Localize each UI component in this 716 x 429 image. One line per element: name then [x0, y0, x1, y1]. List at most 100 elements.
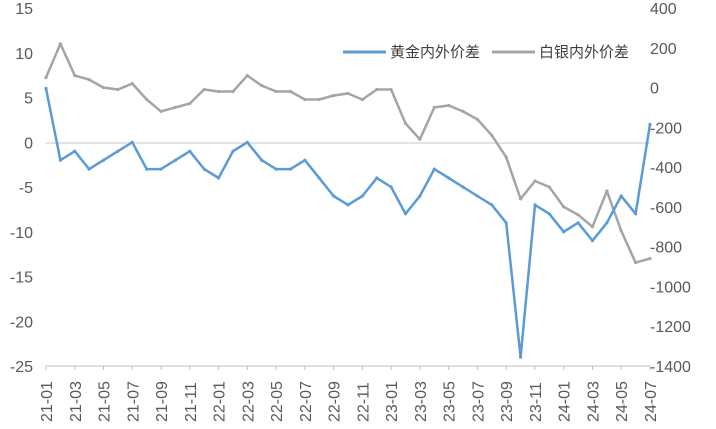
silver-data-point [173, 105, 177, 109]
silver-data-point [317, 97, 321, 102]
x-axis-tick-label: 23-05 [442, 381, 459, 422]
gold-data-point [461, 185, 465, 189]
x-axis-tick-label: 21-11 [183, 382, 200, 422]
silver-data-point [634, 261, 638, 265]
right-axis-tick-label: -800 [650, 240, 682, 257]
gold-data-point [375, 176, 379, 180]
x-axis-tick-label: 24-03 [585, 381, 602, 422]
gold-data-point [231, 149, 235, 153]
silver-data-point [547, 185, 551, 189]
silver-data-point [605, 189, 609, 193]
right-axis-tick-label: 400 [650, 1, 677, 18]
silver-data-point [562, 205, 566, 209]
silver-data-point [87, 78, 91, 82]
x-axis-tick-label: 22-07 [298, 381, 315, 422]
gold-data-point [648, 122, 652, 126]
x-axis-tick-label: 22-09 [327, 381, 344, 422]
left-axis-tick-label: -25 [10, 359, 33, 376]
silver-data-point [447, 103, 451, 108]
x-axis-tick-label: 23-11 [528, 382, 545, 422]
silver-data-point [619, 229, 623, 233]
x-axis-tick-label: 23-03 [413, 381, 430, 422]
gold-data-point [260, 158, 264, 162]
right-axis-ticks: 400 200 0 -200 -400 -600 -800 -1000 -1200 -1400 [650, 1, 691, 376]
x-axis-ticks: 21-01 21-03 21-05 21-07 21-09 21-11 22-01 22-03… [39, 366, 660, 422]
legend-gold-label: 黄金内外价差 [390, 44, 480, 61]
gold-data-point [188, 149, 192, 153]
gold-data-point [44, 86, 48, 91]
right-axis-tick-label: -400 [650, 160, 682, 177]
gold-series-group [44, 86, 652, 359]
left-axis-tick-label: 10 [15, 46, 33, 63]
gold-data-point [245, 140, 249, 144]
gold-data-point [332, 194, 336, 198]
gold-data-point [504, 221, 508, 225]
gold-data-point [490, 203, 494, 207]
gold-series-line [44, 88, 652, 359]
gold-data-point [274, 167, 278, 171]
x-axis-tick-label: 24-05 [614, 381, 631, 422]
silver-data-point [504, 155, 508, 159]
left-axis-ticks: 15 10 5 0 -5 -10 -15 -20 -25 [10, 1, 33, 376]
silver-series-line [44, 42, 651, 264]
left-axis-tick-label: -5 [19, 180, 33, 197]
right-axis-tick-label: 0 [650, 81, 659, 98]
silver-data-point [648, 257, 652, 261]
x-axis-tick-label: 21-03 [68, 381, 85, 422]
silver-data-point [475, 117, 479, 121]
silver-data-point [432, 105, 436, 109]
right-axis-tick-label: -200 [650, 120, 682, 137]
x-axis-tick-label: 21-05 [97, 381, 114, 422]
silver-data-point [533, 179, 537, 183]
gold-data-point [159, 167, 163, 171]
gold-data-point [87, 167, 91, 171]
gold-data-point [288, 167, 293, 171]
gold-data-point [145, 167, 149, 171]
gold-data-point [590, 239, 595, 243]
gold-data-point [547, 212, 551, 216]
gold-data-point [519, 355, 523, 359]
silver-data-point [101, 86, 106, 90]
gold-data-point [58, 158, 63, 162]
left-axis-tick-label: -20 [10, 314, 33, 331]
silver-data-point [490, 133, 494, 137]
silver-data-point [590, 225, 595, 229]
x-axis-tick-label: 22-01 [212, 381, 229, 422]
x-axis-tick-label: 22-03 [240, 381, 257, 422]
gold-data-point [202, 167, 206, 171]
gold-data-point [418, 194, 422, 198]
silver-data-point [303, 97, 307, 102]
gold-data-point [130, 140, 134, 144]
x-axis-tick-label: 22-05 [269, 381, 286, 422]
right-axis-tick-label: -1000 [650, 279, 691, 296]
x-axis-tick-label: 21-01 [39, 381, 56, 422]
legend-silver-label: 白银内外价差 [539, 44, 629, 61]
silver-data-point [245, 74, 249, 78]
gold-data-point [576, 221, 580, 225]
silver-data-point [332, 93, 336, 98]
gold-data-point [173, 158, 177, 162]
silver-series-group [44, 42, 652, 265]
right-axis-tick-label: -600 [650, 200, 682, 217]
gold-data-point [562, 230, 566, 234]
gold-data-point [317, 176, 321, 180]
silver-data-point [231, 89, 235, 94]
silver-data-point [375, 87, 379, 92]
left-axis-tick-label: 0 [24, 135, 33, 152]
legend: 黄金内外价差 白银内外价差 [343, 44, 629, 61]
x-axis-tick-label: 23-09 [499, 381, 516, 422]
right-axis-tick-label: -1200 [650, 319, 691, 336]
gold-data-point [360, 194, 364, 198]
gold-data-point [605, 221, 609, 225]
right-axis-tick-label: -1400 [650, 359, 691, 376]
x-axis-tick-label: 22-11 [355, 382, 372, 422]
silver-data-point [73, 74, 77, 78]
gold-data-point [432, 167, 436, 171]
x-axis-tick-label: 23-07 [470, 381, 487, 422]
x-axis-tick-label: 23-01 [384, 381, 401, 422]
silver-data-point [116, 87, 120, 92]
gold-data-point [389, 185, 393, 189]
right-axis-tick-label: 200 [650, 41, 677, 58]
gold-data-point [73, 149, 77, 153]
